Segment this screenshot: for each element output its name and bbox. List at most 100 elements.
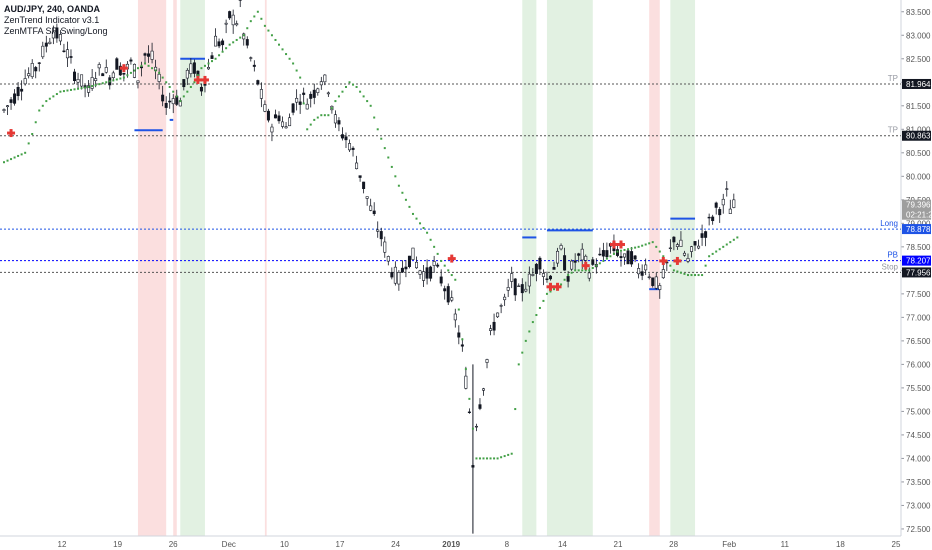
stop-dot xyxy=(221,50,224,53)
candle-body xyxy=(129,59,133,62)
red-zone xyxy=(137,0,167,536)
signal-marker xyxy=(556,282,560,291)
stop-dot xyxy=(316,116,319,119)
candle-body xyxy=(485,359,489,363)
candle-body xyxy=(65,49,69,59)
stop-dot xyxy=(232,41,235,44)
candle-body xyxy=(489,328,493,331)
candle-body xyxy=(425,267,429,279)
stop-dot xyxy=(129,71,132,74)
candle-body xyxy=(362,181,366,189)
candle-body xyxy=(407,255,411,267)
y-tick-label: 75.500 xyxy=(906,384,931,393)
stop-dot xyxy=(246,27,249,30)
candle-body xyxy=(23,78,27,85)
stop-dot xyxy=(193,81,196,84)
x-tick-label: 28 xyxy=(669,540,678,549)
candle-body xyxy=(326,92,330,95)
indicator-label-2[interactable]: ZenMTFA SR Swing/Long xyxy=(4,26,108,36)
stop-dot xyxy=(394,175,397,178)
y-tick-label: 79.000 xyxy=(906,219,931,228)
candle-body xyxy=(214,35,218,47)
candle-body xyxy=(718,209,722,216)
candle-body xyxy=(316,88,320,93)
candle-body xyxy=(9,99,13,103)
candle-body xyxy=(728,208,732,214)
stop-dot xyxy=(239,36,242,39)
stop-dot xyxy=(612,252,615,255)
candle-body xyxy=(295,97,299,103)
candle-body xyxy=(524,288,528,292)
candle-body xyxy=(192,62,196,74)
stop-dot xyxy=(6,159,9,162)
stop-dot xyxy=(186,90,189,93)
stop-dot xyxy=(13,156,16,159)
candle-body xyxy=(679,239,683,247)
stop-dot xyxy=(450,274,453,277)
candle-body xyxy=(199,86,203,92)
stop-dot xyxy=(697,274,700,277)
candle-body xyxy=(668,247,672,249)
stop-dot xyxy=(189,85,192,88)
stop-dot xyxy=(433,245,436,248)
stop-dot xyxy=(73,88,76,91)
candle-body xyxy=(171,98,175,105)
candle-body xyxy=(460,344,464,347)
candle-body xyxy=(390,272,394,278)
stop-dot xyxy=(369,104,372,107)
stop-dot xyxy=(669,264,672,267)
candle-body xyxy=(675,244,679,247)
stop-dot xyxy=(362,95,365,98)
stop-dot xyxy=(122,76,125,79)
red-zone xyxy=(649,0,660,536)
stop-dot xyxy=(242,34,245,37)
stop-dot xyxy=(419,222,422,225)
indicator-label-1[interactable]: ZenTrend Indicator v3.1 xyxy=(4,15,100,25)
stop-dot xyxy=(263,24,266,27)
stop-dot xyxy=(549,290,552,293)
stop-dot xyxy=(376,128,379,131)
y-tick-label: 83.000 xyxy=(906,31,931,40)
candle-body xyxy=(570,260,574,270)
stop-dot xyxy=(708,255,711,258)
stop-dot xyxy=(553,288,556,291)
candle-body xyxy=(206,66,210,70)
stop-dot xyxy=(383,147,386,150)
candle-body xyxy=(510,273,514,282)
y-tick-label: 80.000 xyxy=(906,172,931,181)
stop-dot xyxy=(295,69,298,72)
candle-body xyxy=(383,241,387,253)
stop-dot xyxy=(686,274,689,277)
stop-dot xyxy=(493,457,496,460)
signal-marker xyxy=(619,240,623,249)
stop-dot xyxy=(736,236,739,239)
candle-body xyxy=(44,42,48,47)
stop-dot xyxy=(397,184,400,187)
stop-dot xyxy=(285,53,288,56)
x-tick-label: 11 xyxy=(781,540,790,549)
stop-dot xyxy=(598,262,601,265)
stop-dot xyxy=(560,283,563,286)
level-price-box xyxy=(902,267,931,278)
y-tick-label: 77.500 xyxy=(906,290,931,299)
candle-body xyxy=(30,63,34,78)
stop-dot xyxy=(306,128,309,131)
level-tag: Stop xyxy=(882,262,899,271)
stop-dot xyxy=(41,104,44,107)
stop-dot xyxy=(182,95,185,98)
candle-body xyxy=(418,270,422,275)
stop-dot xyxy=(694,274,697,277)
stop-dot xyxy=(471,427,474,430)
candle-body xyxy=(732,199,736,208)
stop-dot xyxy=(267,29,270,32)
stop-dot xyxy=(503,455,506,458)
stop-dot xyxy=(94,84,97,87)
stop-dot xyxy=(24,151,27,154)
candle-body xyxy=(690,246,694,252)
level-tag: PB xyxy=(887,251,898,260)
candle-body xyxy=(256,80,260,85)
candle-body xyxy=(682,252,686,256)
candle-body xyxy=(453,313,457,321)
stop-dot xyxy=(725,243,728,246)
